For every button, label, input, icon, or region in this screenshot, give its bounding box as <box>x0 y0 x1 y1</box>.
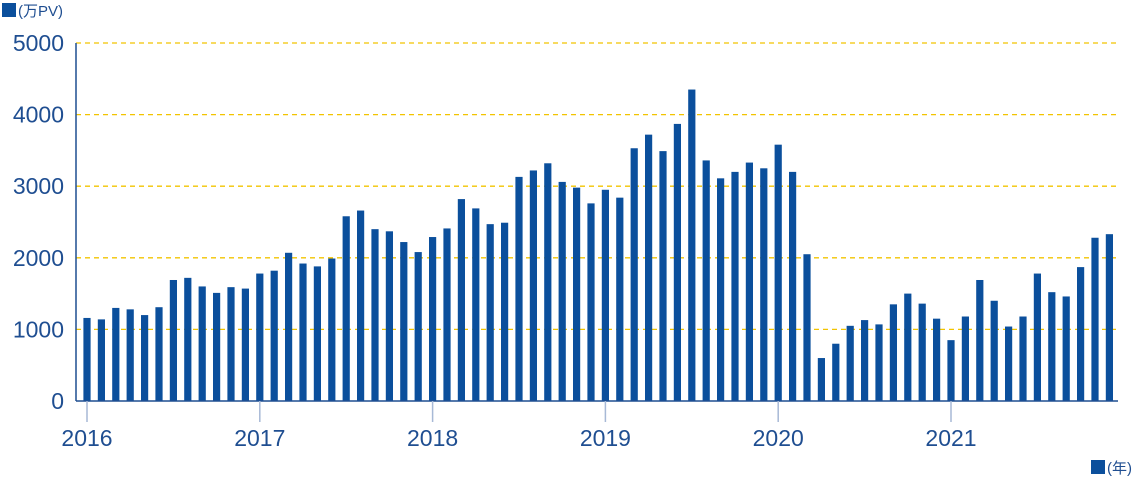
bar <box>529 170 537 401</box>
y-tick-label: 4000 <box>13 102 64 128</box>
bar <box>429 237 437 401</box>
bar <box>299 263 307 401</box>
bar <box>803 254 811 401</box>
bar <box>472 208 480 401</box>
x-tick-label: 2016 <box>61 425 112 451</box>
bar <box>558 181 566 401</box>
x-tick-label: 2017 <box>234 425 285 451</box>
bar <box>501 222 509 401</box>
x-axis-unit-label: (年) <box>1107 460 1132 477</box>
y-tick-label: 3000 <box>13 173 64 199</box>
bar <box>1062 296 1070 401</box>
bar <box>702 160 710 401</box>
bar <box>357 210 365 401</box>
bar <box>875 324 883 401</box>
bar <box>414 252 422 401</box>
bar <box>731 171 739 401</box>
bar <box>659 151 667 401</box>
bars <box>83 89 1113 402</box>
bar <box>1019 316 1027 401</box>
bar <box>947 340 955 401</box>
bar <box>688 89 696 401</box>
bar <box>760 168 768 401</box>
bar <box>1033 273 1041 401</box>
bar <box>1048 292 1056 401</box>
bar <box>515 176 523 401</box>
bar <box>889 304 897 401</box>
bar <box>832 343 840 401</box>
bar <box>371 229 379 401</box>
bar <box>270 270 278 401</box>
bar <box>630 148 638 401</box>
y-tick-labels: 0 1000 2000 3000 4000 5000 <box>13 30 64 414</box>
bar <box>861 320 869 401</box>
y-axis-unit-label: (万PV) <box>18 3 63 20</box>
bar <box>227 287 235 401</box>
bar <box>976 279 984 401</box>
bar <box>904 293 912 401</box>
x-tick-label: 2020 <box>753 425 804 451</box>
bar <box>573 187 581 401</box>
bar <box>673 123 681 402</box>
y-unit-marker <box>2 3 16 17</box>
bar <box>918 303 926 401</box>
bar <box>587 203 595 401</box>
bar <box>990 300 998 401</box>
bar <box>544 163 552 401</box>
bar <box>126 309 134 401</box>
bar <box>961 316 969 401</box>
bar <box>774 144 782 401</box>
x-tick-label: 2018 <box>407 425 458 451</box>
bar <box>256 273 264 401</box>
bar <box>1105 234 1113 401</box>
bar <box>385 231 393 401</box>
bar <box>789 171 797 401</box>
bar <box>169 279 177 401</box>
bar <box>97 319 105 401</box>
bar <box>1005 326 1013 401</box>
bar <box>285 252 293 401</box>
bar <box>443 228 451 401</box>
bar <box>601 189 609 401</box>
bar <box>155 307 163 401</box>
axes <box>75 43 1118 402</box>
bar <box>313 266 321 401</box>
bar <box>817 358 825 401</box>
bar <box>342 216 350 401</box>
bar <box>83 317 91 401</box>
y-tick-label: 5000 <box>13 30 64 56</box>
bar <box>645 134 653 401</box>
x-unit-marker <box>1091 460 1105 474</box>
bar <box>112 307 120 401</box>
x-tick-label: 2019 <box>580 425 631 451</box>
bar <box>745 162 753 401</box>
bar <box>457 199 465 401</box>
bar <box>328 258 336 401</box>
bar <box>846 325 854 401</box>
y-tick-label: 2000 <box>13 245 64 271</box>
bar <box>616 197 624 401</box>
bar <box>1091 237 1099 401</box>
bar <box>486 224 494 401</box>
bar <box>213 292 221 401</box>
bar <box>141 315 149 401</box>
bar <box>184 277 192 401</box>
x-tick-labels: 2016 2017 2018 2019 2020 2021 <box>61 401 977 451</box>
bar <box>198 286 206 401</box>
x-tick-label: 2021 <box>925 425 976 451</box>
y-tick-label: 1000 <box>13 316 64 342</box>
grid-lines <box>76 42 1118 331</box>
bar <box>241 288 249 401</box>
bar <box>717 178 725 401</box>
bar <box>400 242 408 401</box>
bar <box>1077 267 1085 401</box>
y-tick-label: 0 <box>51 388 64 414</box>
bar <box>933 318 941 401</box>
